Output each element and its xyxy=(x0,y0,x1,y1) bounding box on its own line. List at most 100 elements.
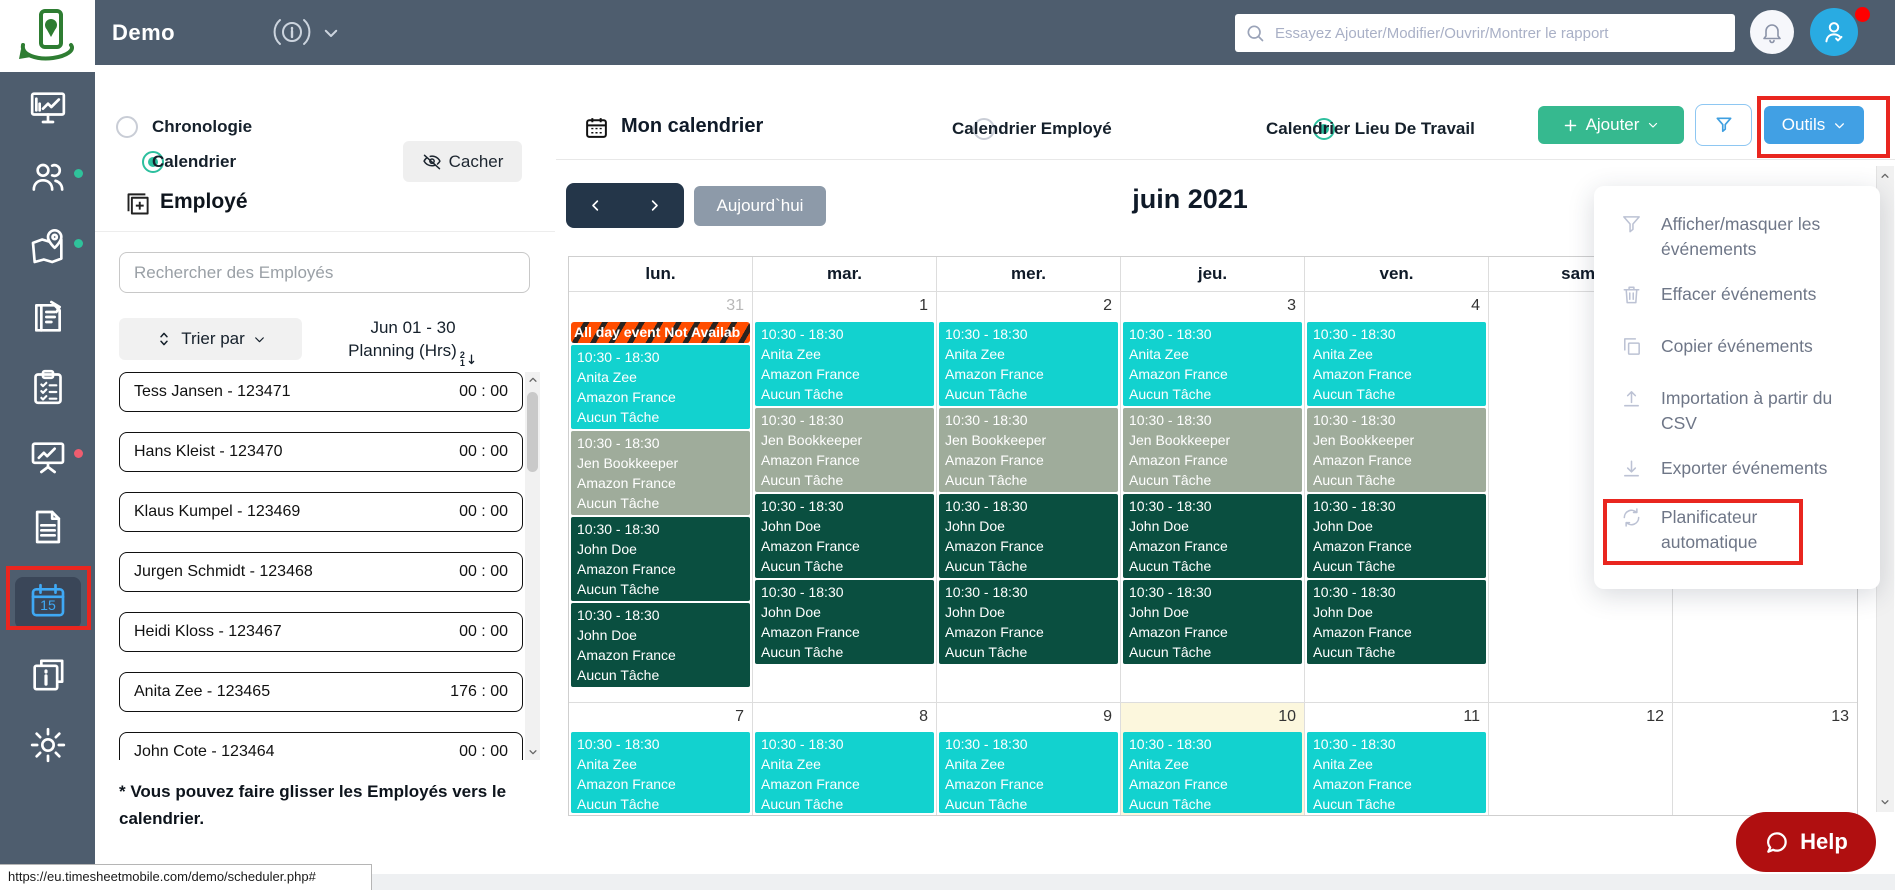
event-shift[interactable]: 10:30 - 18:30 John Doe Amazon France Aucun … xyxy=(571,603,750,687)
prev-month-icon[interactable] xyxy=(588,198,603,213)
event-shift[interactable]: 10:30 - 18:30 Jen Bookkeeper Amazon France… xyxy=(571,431,750,515)
employee-row[interactable]: Hans Kleist - 123470 00 : 00 xyxy=(119,432,523,472)
event-shift[interactable]: 10:30 - 18:30 Anita Zee Amazon France Aucun… xyxy=(1123,732,1302,813)
user-avatar[interactable] xyxy=(1810,8,1858,56)
add-button[interactable]: Ajouter xyxy=(1538,106,1684,144)
radio-chronologie[interactable] xyxy=(116,116,138,138)
event-shift[interactable]: 10:30 - 18:30 Anita Zee Amazon France Aucun… xyxy=(1307,732,1486,813)
radio-calendrier-label[interactable]: Calendrier xyxy=(152,152,237,171)
event-shift[interactable]: 10:30 - 18:30 John Doe Amazon France Aucun … xyxy=(1123,580,1302,664)
calendar-day-cell[interactable]: 11 10:30 - 18:30 Anita Zee Amazon France Auc… xyxy=(1305,703,1489,815)
tools-button[interactable]: Outils xyxy=(1764,106,1864,144)
event-employee: Jen Bookkeeper xyxy=(577,455,679,471)
event-shift[interactable]: 10:30 - 18:30 Anita Zee Amazon France Aucun… xyxy=(571,345,750,429)
chevron-down-icon[interactable] xyxy=(322,24,340,42)
event-shift[interactable]: 10:30 - 18:30 John Doe Amazon France Aucun … xyxy=(1123,494,1302,578)
calendar-day-cell[interactable]: 10 10:30 - 18:30 Anita Zee Amazon France Auc… xyxy=(1121,703,1305,815)
radio-calendrier-employe-label[interactable]: Calendrier Employé xyxy=(952,119,1112,138)
event-shift[interactable]: 10:30 - 18:30 Anita Zee Amazon France Aucun… xyxy=(1123,322,1302,406)
calendar-day-cell[interactable]: 1 10:30 - 18:30 Anita Zee Amazon France Aucu… xyxy=(753,292,937,702)
calendar-day-cell[interactable]: 4 10:30 - 18:30 Anita Zee Amazon France Aucu… xyxy=(1305,292,1489,702)
menu-item-filter-funnel[interactable]: Afficher/masquer les événements xyxy=(1620,212,1854,262)
next-month-icon[interactable] xyxy=(647,198,662,213)
employee-row[interactable]: Heidi Kloss - 123467 00 : 00 xyxy=(119,612,523,652)
scrollbar-thumb[interactable] xyxy=(527,392,538,472)
employee-search-input[interactable] xyxy=(119,252,530,293)
sort-by-button[interactable]: Trier par xyxy=(119,318,302,360)
event-shift[interactable]: 10:30 - 18:30 John Doe Amazon France Aucun … xyxy=(939,494,1118,578)
menu-item-upload[interactable]: Importation à partir du CSV xyxy=(1620,386,1854,436)
scroll-down-icon[interactable] xyxy=(525,744,540,760)
menu-item-copy[interactable]: Copier événements xyxy=(1620,334,1854,363)
event-allday-unavailable[interactable]: All day event Not Availab xyxy=(571,322,750,343)
calendar-day-cell[interactable]: 8 10:30 - 18:30 Anita Zee Amazon France Aucu… xyxy=(753,703,937,815)
event-shift[interactable]: 10:30 - 18:30 Anita Zee Amazon France Aucun… xyxy=(1307,322,1486,406)
event-time: 10:30 - 18:30 xyxy=(1129,498,1212,514)
event-shift[interactable]: 10:30 - 18:30 Jen Bookkeeper Amazon France… xyxy=(755,408,934,492)
event-shift[interactable]: 10:30 - 18:30 Jen Bookkeeper Amazon France… xyxy=(1307,408,1486,492)
menu-item-refresh[interactable]: Planificateur automatique xyxy=(1603,499,1854,565)
radio-calendrier-lieu-label[interactable]: Calendrier Lieu De Travail xyxy=(1266,119,1475,138)
employee-row[interactable]: Anita Zee - 123465 176 : 00 xyxy=(119,672,523,712)
sidebar-item-locations[interactable] xyxy=(15,227,83,271)
global-search[interactable] xyxy=(1235,14,1735,52)
today-button[interactable]: Aujourd`hui xyxy=(694,186,826,226)
event-shift[interactable]: 10:30 - 18:30 Jen Bookkeeper Amazon France… xyxy=(1123,408,1302,492)
event-shift[interactable]: 10:30 - 18:30 Anita Zee Amazon France Aucun… xyxy=(939,322,1118,406)
event-shift[interactable]: 10:30 - 18:30 Jen Bookkeeper Amazon France… xyxy=(939,408,1118,492)
event-shift[interactable]: 10:30 - 18:30 John Doe Amazon France Aucun … xyxy=(1307,580,1486,664)
add-employee-icon[interactable] xyxy=(124,191,151,218)
employee-row[interactable]: Tess Jansen - 123471 00 : 00 xyxy=(119,372,523,412)
radio-chronologie-label[interactable]: Chronologie xyxy=(152,117,253,136)
event-shift[interactable]: 10:30 - 18:30 Anita Zee Amazon France Aucun… xyxy=(571,732,750,813)
calendar-day-cell[interactable]: 7 10:30 - 18:30 Anita Zee Amazon France Aucu… xyxy=(569,703,753,815)
bell-icon xyxy=(1763,24,1781,44)
sidebar-item-settings[interactable] xyxy=(15,725,81,769)
event-shift[interactable]: 10:30 - 18:30 John Doe Amazon France Aucun … xyxy=(1307,494,1486,578)
event-shift[interactable]: 10:30 - 18:30 John Doe Amazon France Aucun … xyxy=(939,580,1118,664)
help-button[interactable]: Help xyxy=(1736,812,1876,872)
event-shift[interactable]: 10:30 - 18:30 Anita Zee Amazon France Aucun… xyxy=(939,732,1118,813)
sidebar-item-scheduler[interactable]: 15 xyxy=(14,577,81,629)
sidebar-item-employees[interactable] xyxy=(15,157,83,201)
menu-item-trash[interactable]: Effacer événements xyxy=(1620,282,1854,311)
sidebar-item-dashboard[interactable] xyxy=(15,87,81,131)
filter-button[interactable] xyxy=(1695,104,1752,146)
calendar-day-cell[interactable]: 2 10:30 - 18:30 Anita Zee Amazon France Aucu… xyxy=(937,292,1121,702)
event-shift[interactable]: 10:30 - 18:30 Anita Zee Amazon France Aucun… xyxy=(755,322,934,406)
menu-item-download[interactable]: Exporter événements xyxy=(1620,456,1854,485)
sidebar-item-tasks[interactable] xyxy=(15,367,81,411)
scroll-down-icon[interactable] xyxy=(1877,794,1892,810)
sidebar-item-documents[interactable] xyxy=(15,507,81,551)
sidebar-item-timesheets[interactable] xyxy=(15,297,81,341)
event-shift[interactable]: 10:30 - 18:30 John Doe Amazon France Aucun … xyxy=(755,580,934,664)
employee-row[interactable]: Jurgen Schmidt - 123468 00 : 00 xyxy=(119,552,523,592)
radio-calendrier-employe[interactable] xyxy=(972,118,995,140)
period-planning-hours[interactable]: Planning (Hrs) 2 1 xyxy=(330,339,496,368)
calendar-day-cell[interactable]: 9 10:30 - 18:30 Anita Zee Amazon France Aucu… xyxy=(937,703,1121,815)
event-time: 10:30 - 18:30 xyxy=(761,326,844,342)
employee-row[interactable]: Klaus Kumpel - 123469 00 : 00 xyxy=(119,492,523,532)
radio-calendrier[interactable] xyxy=(142,151,165,173)
sidebar-item-info[interactable] xyxy=(15,655,81,699)
calendar-day-cell[interactable]: 12 xyxy=(1489,703,1673,815)
currency-info-icon[interactable] xyxy=(272,16,312,48)
search-input[interactable] xyxy=(1273,23,1725,43)
scroll-up-icon[interactable] xyxy=(1877,168,1892,184)
notifications-button[interactable] xyxy=(1750,10,1794,54)
app-logo[interactable] xyxy=(0,0,95,72)
calendar-day-cell[interactable]: 3 10:30 - 18:30 Anita Zee Amazon France Aucu… xyxy=(1121,292,1305,702)
event-shift[interactable]: 10:30 - 18:30 Anita Zee Amazon France Aucun… xyxy=(755,732,934,813)
scroll-up-icon[interactable] xyxy=(525,372,540,388)
sidebar-item-reports[interactable] xyxy=(15,437,83,481)
radio-calendrier-lieu[interactable] xyxy=(1313,118,1336,140)
calendar-day-cell[interactable]: 13 xyxy=(1673,703,1857,815)
calendar-day-cell[interactable]: 31 All day event Not Availab 10:30 - 18:30… xyxy=(569,292,753,702)
event-location: Amazon France xyxy=(1129,776,1228,793)
employee-list-scrollbar[interactable] xyxy=(525,372,540,760)
employee-row[interactable]: John Cote - 123464 00 : 00 xyxy=(119,732,523,760)
event-shift[interactable]: 10:30 - 18:30 John Doe Amazon France Aucun … xyxy=(571,517,750,601)
hide-button[interactable]: Cacher xyxy=(403,141,522,182)
event-shift[interactable]: 10:30 - 18:30 John Doe Amazon France Aucun … xyxy=(755,494,934,578)
